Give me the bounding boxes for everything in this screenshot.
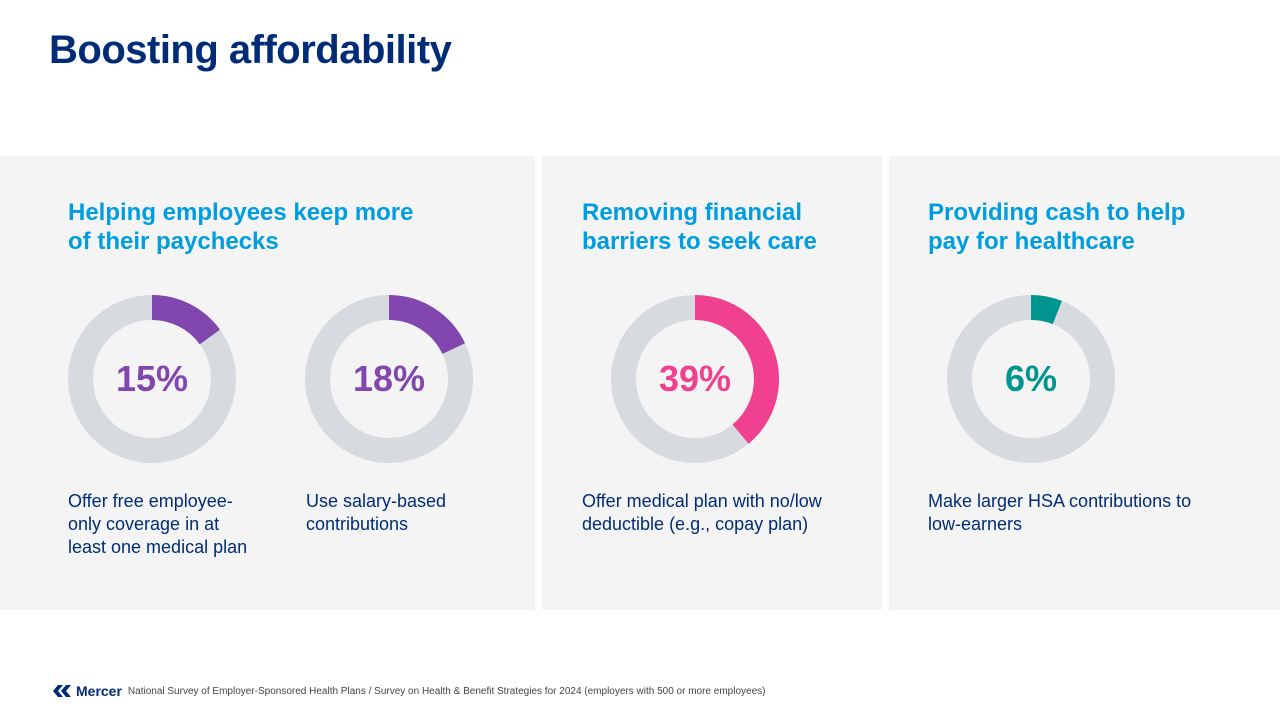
footer: Mercer National Survey of Employer-Spons…: [51, 683, 765, 699]
page-title: Boosting affordability: [49, 28, 452, 72]
donut-percentage: 18%: [352, 358, 426, 399]
donut-description: Offer medical plan with no/low deductibl…: [582, 491, 822, 534]
panel-heading: Providing cash to help pay for healthcar…: [928, 199, 1186, 255]
donut-segment: [305, 295, 473, 463]
donut-percentage: 39%: [658, 358, 732, 399]
donut-chart: 39%: [610, 294, 780, 464]
donut-svg: [947, 295, 1115, 463]
donut-segment: [947, 295, 1115, 463]
panel-barriers: Removing financial barriers to seek care…: [542, 156, 882, 610]
source-note: National Survey of Employer-Sponsored He…: [127, 685, 766, 697]
panel-paychecks: Helping employees keep more of their pay…: [0, 156, 535, 610]
donut-chart: 6%: [946, 294, 1116, 464]
donut-segment: [611, 295, 779, 463]
donut-chart: 15%: [67, 294, 237, 464]
donut-chart: 18%: [304, 294, 474, 464]
donut-svg: [611, 295, 779, 463]
donut-percentage: 15%: [115, 358, 189, 399]
panel-heading: Removing financial barriers to seek care: [582, 199, 817, 255]
panel-heading: Helping employees keep more of their pay…: [68, 199, 414, 255]
donut-segment: [68, 295, 236, 463]
donut-svg: [305, 295, 473, 463]
donut-description: Make larger HSA contributions to low-ear…: [928, 491, 1192, 534]
donut-svg: [68, 295, 236, 463]
donut-description: Use salary-based contributions: [306, 491, 447, 534]
panel-cash: Providing cash to help pay for healthcar…: [889, 156, 1280, 610]
donut-description: Offer free employee-only coverage in at …: [68, 491, 248, 557]
mercer-logo-text: Mercer: [76, 683, 122, 699]
mercer-logo-icon: [53, 685, 71, 697]
mercer-logo: Mercer: [51, 683, 122, 699]
donut-percentage: 6%: [1004, 358, 1058, 399]
